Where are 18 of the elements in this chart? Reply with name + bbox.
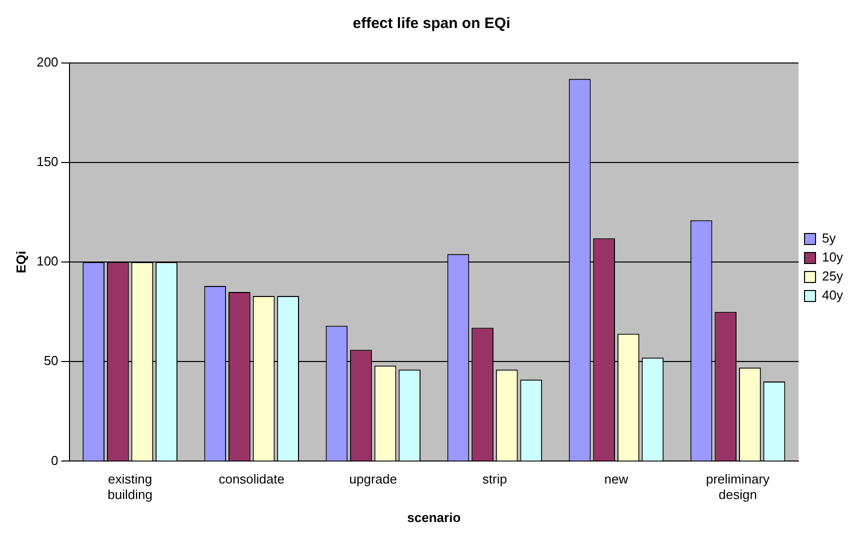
x-tick-label: new xyxy=(604,472,629,487)
x-tick-label: upgrade xyxy=(349,472,398,487)
x-tick-label: preliminary design xyxy=(706,472,770,502)
y-axis-title: EQi xyxy=(13,250,28,274)
x-tick-label: strip xyxy=(482,472,507,487)
y-tick-label: 50 xyxy=(44,353,58,368)
legend-label: 40y xyxy=(822,288,844,303)
legend-label: 25y xyxy=(822,268,844,284)
chart-title: effect life span on EQi xyxy=(352,15,510,32)
x-tick-label: consolidate xyxy=(218,472,284,487)
y-tick-label: 150 xyxy=(36,154,58,170)
y-tick-label: 0 xyxy=(51,452,58,468)
y-tick-label: 200 xyxy=(36,54,58,70)
legend-label: 5y xyxy=(822,230,836,246)
x-tick-label: existing building xyxy=(108,472,152,502)
legend-label: 10y xyxy=(822,250,844,265)
y-tick-label: 100 xyxy=(36,254,58,269)
x-axis-title: scenario xyxy=(407,510,461,525)
